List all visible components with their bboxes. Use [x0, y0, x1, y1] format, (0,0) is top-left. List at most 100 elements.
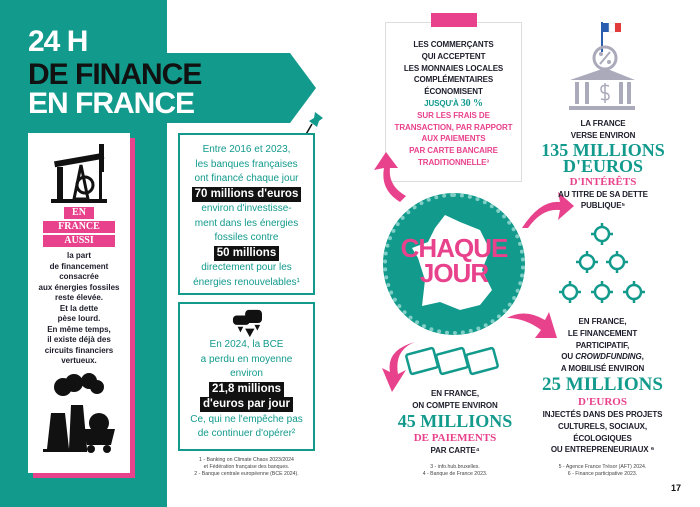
euro-network-icons	[559, 223, 645, 303]
footnote: et Fédération française des banques.	[203, 464, 290, 470]
page-number: 17	[671, 483, 682, 493]
text-line: de financement	[49, 261, 109, 271]
footnote: 1 - Banking on Climate Chaos 2023/2024	[199, 457, 294, 463]
text-line: circuits financiers	[44, 345, 114, 355]
pink-tape	[431, 13, 477, 27]
text-line: LES MONNAIES LOCALES	[403, 63, 504, 73]
footnotes-left: 1 - Banking on Climate Chaos 2023/2024 e…	[178, 457, 315, 478]
text-line: énergies renouvelables¹	[193, 276, 300, 288]
arrow-down-right-icon	[507, 312, 557, 338]
text-line: LE FINANCEMENT	[567, 328, 638, 338]
title-line-3: EN FRANCE	[28, 87, 195, 120]
text-line: TRANSACTION, PAR RAPPORT	[394, 122, 513, 132]
text-line: LES COMMERÇANTS	[413, 40, 494, 49]
text-line: PAR CARTE⁴	[430, 445, 480, 455]
text-line: ont financé chaque jour	[194, 173, 299, 184]
bce-box: En 2024, la BCE a perdu en moyenne envir…	[178, 302, 315, 451]
text-line: de continuer d'opérer²	[197, 428, 296, 439]
text-line: CHAQUE	[400, 233, 509, 263]
text-line: la part	[66, 251, 91, 260]
title-line-1: 24 H	[28, 25, 88, 58]
france-map-icon	[412, 215, 492, 310]
footnotes-right: 5 - Agence France Trésor (AFT) 2024. 6 -…	[535, 464, 670, 478]
big-d-euros: D'EUROS	[562, 155, 643, 176]
oil-pump-icon	[51, 144, 107, 203]
power-plant-icon	[43, 372, 115, 453]
text-line: LA FRANCE	[580, 119, 626, 128]
text-line: reste élevée.	[54, 293, 104, 302]
arrow-up-right-icon	[522, 192, 574, 228]
text-line: pèse lourd.	[57, 314, 101, 323]
highlight-par-jour: d'euros par jour	[199, 397, 294, 412]
crowdfunding-block: EN FRANCE, LE FINANCEMENT PARTICIPATIF, …	[525, 316, 680, 456]
text-line: En même temps,	[47, 324, 111, 334]
text-line: environ d'investisse-	[201, 203, 292, 214]
text-line: EN FRANCE,	[431, 389, 479, 398]
big-25-millions: 25 MILLIONS	[542, 373, 663, 395]
text-line: Ce, qui ne l'empêche pas	[190, 413, 303, 425]
text-30-pct: 30 %	[460, 97, 483, 109]
title-arrow-banner	[0, 53, 316, 123]
text-line: ment dans les énergies	[194, 217, 299, 229]
text-line: vertueux.	[61, 356, 97, 365]
text-line: PARTICIPATIF,	[575, 340, 630, 350]
chaque-jour-label: CHAQUE JOUR	[383, 233, 525, 288]
bank-percent-icon	[569, 22, 635, 110]
en-france-aussi-card: EN FRANCE AUSSI la part de financement c…	[28, 133, 130, 473]
footnotes-mid: 3 - info.hub.bruxelles. 4 - Banque de Fr…	[392, 464, 518, 478]
footnote: 6 - Finance participative 2023.	[567, 471, 638, 477]
text-line: INJECTÉS DANS DES PROJETS	[542, 409, 663, 419]
text-line: SUR LES FRAIS DE	[417, 110, 490, 120]
commercants-box: LES COMMERÇANTS QUI ACCEPTENT LES MONNAI…	[385, 22, 522, 182]
tag-france: FRANCE	[43, 221, 115, 233]
left-card-text: la part de financement consacrée aux éne…	[28, 251, 130, 367]
text-line: QUI ACCEPTENT	[421, 51, 486, 61]
text-line: directement pour les	[201, 262, 292, 273]
coins-down-icon	[232, 309, 262, 338]
text-line: aux énergies fossiles	[38, 282, 120, 292]
text-line: COMPLÉMENTAIRES	[413, 75, 494, 85]
text-line: PAR CARTE BANCAIRE	[409, 146, 498, 156]
footnote: 2 - Banque centrale européenne (BCE 2024…	[194, 471, 299, 477]
text-line: Entre 2016 et 2023,	[202, 144, 291, 155]
text-line: a perdu en moyenne	[200, 353, 293, 365]
text-line: environ	[230, 368, 263, 379]
text-line: ÉCOLOGIQUES	[573, 433, 632, 443]
footnote: 3 - info.hub.bruxelles.	[430, 464, 480, 470]
text-line: CULTURELS, SOCIAUX,	[557, 421, 648, 431]
footnote: 5 - Agence France Trésor (AFT) 2024.	[558, 464, 647, 470]
text-line: OU ENTREPRENEURIAUX ⁶	[550, 445, 655, 455]
highlight-50-millions: 50 millions	[213, 245, 280, 261]
text-line: consacrée	[59, 272, 99, 281]
text-jusqu: JUSQU'À	[424, 98, 459, 108]
banks-fossil-box: Entre 2016 et 2023, les banques français…	[178, 133, 315, 295]
text-line: En 2024, la BCE	[209, 339, 284, 350]
big-135-millions: 135 MILLIONS	[541, 139, 665, 160]
text-line: VERSE ENVIRON	[570, 130, 636, 140]
arrow-up-left-icon	[374, 152, 406, 202]
title-line-2: DE FINANCE	[28, 58, 202, 91]
text-line: fossiles contre	[214, 232, 279, 243]
big-45-millions: 45 MILLIONS	[397, 410, 513, 431]
text-line: ON COMPTE ENVIRON	[412, 400, 498, 410]
text-line: EN FRANCE,	[578, 317, 627, 326]
text-ou: OU	[561, 352, 576, 362]
text-line: PUBLIQUE⁵	[580, 201, 626, 211]
footnote: 4 - Banque de France 2023.	[422, 471, 488, 477]
highlight-70-millions: 70 millions d'euros	[191, 186, 302, 202]
tag-aussi: AUSSI	[43, 235, 115, 247]
text-line: JOUR	[419, 258, 489, 288]
text-line: ÉCONOMISENT	[424, 87, 483, 97]
credit-cards-icon	[405, 346, 499, 376]
text-crowdfunding: CROWDFUNDING	[575, 352, 642, 362]
text-line: AUX PAIEMENTS	[421, 134, 486, 144]
text-line: les banques françaises	[195, 158, 298, 170]
tag-en: EN	[64, 207, 94, 219]
text-line: A MOBILISÉ ENVIRON	[560, 364, 645, 374]
pink-d-euros: D'EUROS	[578, 395, 627, 408]
text-line: Et la dette	[59, 303, 99, 313]
pink-de-paiements: DE PAIEMENTS	[413, 431, 497, 444]
pink-interets: D'INTÉRÊTS	[569, 175, 637, 188]
text-comma: ,	[641, 352, 644, 362]
paiements-block: EN FRANCE, ON COMPTE ENVIRON 45 MILLIONS…	[385, 388, 525, 456]
